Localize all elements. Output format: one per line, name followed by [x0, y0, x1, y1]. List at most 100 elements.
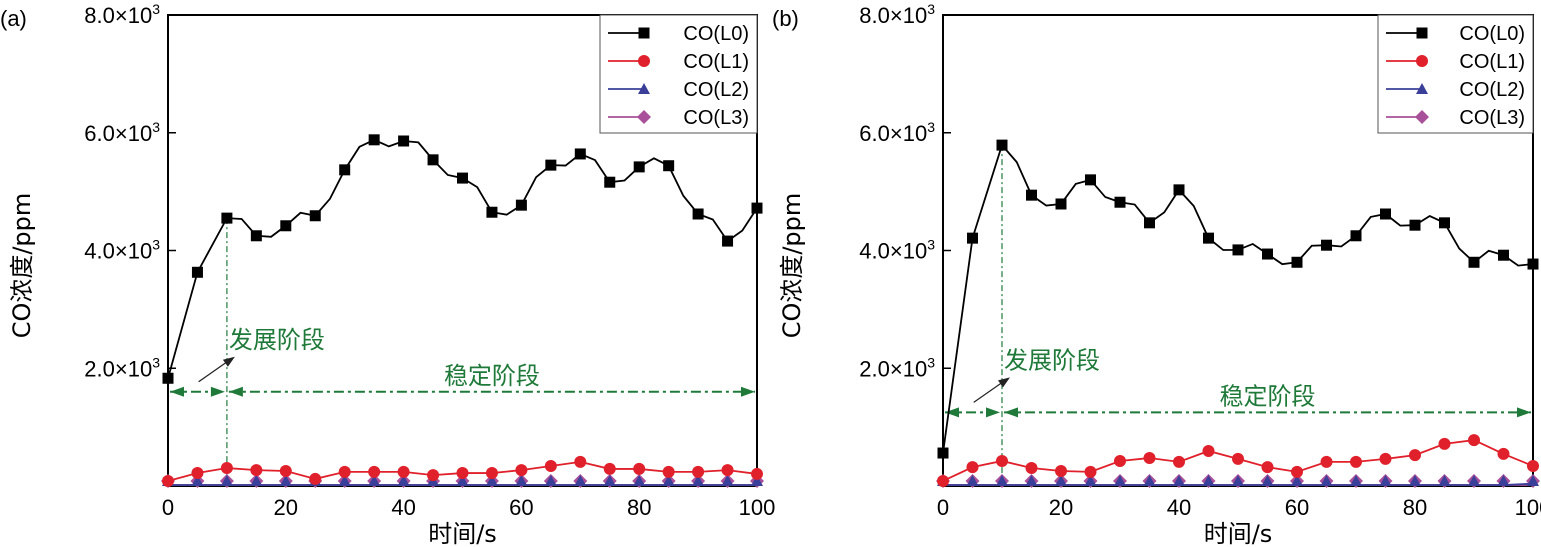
legend-label: CO(L1) [683, 51, 749, 73]
arrowhead-right-icon [741, 386, 755, 397]
y-tick-label: 2.0×103 [859, 354, 935, 381]
data-point-circle [1261, 461, 1274, 474]
data-point-square [1203, 232, 1214, 244]
data-point-triangle [456, 475, 469, 486]
data-point-triangle [1114, 475, 1126, 486]
data-point-square [1321, 239, 1332, 251]
legend: CO(L0) CO(L1) CO(L2) CO(L3) [1377, 14, 1534, 134]
data-point-triangle [250, 475, 263, 486]
x-tick-label: 80 [627, 495, 651, 520]
data-point-circle [721, 464, 734, 477]
data-point-circle [191, 467, 204, 480]
data-point-triangle [220, 475, 233, 486]
data-point-triangle [1468, 475, 1480, 486]
data-point-triangle [1084, 475, 1097, 486]
series-col0 [937, 139, 1539, 459]
data-point-square [1291, 256, 1303, 268]
data-point-triangle [1438, 475, 1451, 486]
data-point-triangle [574, 475, 587, 486]
x-axis-title: 时间/s [1204, 520, 1273, 547]
data-point-triangle [1379, 475, 1392, 486]
data-point-triangle [397, 475, 410, 486]
data-point-square [751, 202, 763, 214]
data-point-square [1173, 184, 1185, 196]
annotation-stable-stage: 稳定阶段 [1220, 382, 1316, 410]
x-tick-label: 80 [1403, 495, 1427, 520]
data-point-square [1262, 248, 1273, 260]
panel-b: (b) 2.0×103 4.0×103 6.0×103 8.0×103 0 20 40 60 80… [772, 1, 1541, 547]
legend: CO(L0) CO(L1) CO(L2) CO(L3) [599, 14, 758, 134]
data-point-triangle [721, 475, 734, 486]
data-point-square [722, 235, 734, 247]
annotation-development-stage: 发展阶段 [1004, 346, 1100, 374]
data-point-square [486, 206, 498, 218]
data-point-triangle [1527, 475, 1539, 486]
data-point-circle [544, 459, 557, 472]
legend-label: CO(L2) [683, 79, 749, 101]
x-tick-label: 0 [162, 495, 174, 520]
data-point-circle [250, 464, 263, 477]
arrowhead-left-icon [228, 386, 243, 397]
data-point-square [996, 139, 1008, 151]
data-point-circle [309, 472, 322, 485]
x-tick-label: 60 [1285, 495, 1309, 520]
data-point-circle [1114, 454, 1126, 467]
data-point-circle [1409, 449, 1421, 462]
data-point-triangle [1416, 83, 1428, 94]
data-point-circle [1527, 459, 1539, 472]
arrowhead-left-icon [945, 407, 959, 418]
data-point-circle [1320, 455, 1333, 468]
data-point-circle [279, 464, 292, 477]
data-point-circle [1350, 455, 1362, 468]
data-point-square [638, 27, 650, 39]
data-point-circle [751, 467, 763, 480]
data-point-square [280, 220, 292, 232]
data-point-square [309, 210, 321, 222]
y-tick-label: 8.0×103 [84, 1, 160, 28]
data-point-triangle [1291, 475, 1303, 486]
data-point-circle [1202, 444, 1215, 457]
data-point-circle [1438, 437, 1451, 450]
legend-label: CO(L0) [683, 23, 749, 45]
data-point-triangle [1055, 475, 1067, 486]
data-point-square [1026, 189, 1037, 201]
data-point-triangle [338, 475, 351, 486]
data-point-square [1498, 249, 1509, 261]
data-point-square [427, 154, 439, 166]
data-point-square [937, 447, 949, 459]
data-point-square [191, 266, 203, 278]
data-point-square [1232, 244, 1244, 256]
data-point-circle [1416, 55, 1428, 67]
data-point-square [162, 372, 174, 384]
y-tick-label: 2.0×103 [84, 354, 160, 381]
data-point-circle [338, 465, 351, 478]
x-tick-label: 20 [1049, 495, 1073, 520]
data-point-triangle [996, 475, 1008, 486]
series-col1 [937, 434, 1539, 487]
data-point-circle [1143, 452, 1156, 465]
data-point-triangle [1202, 475, 1215, 486]
data-point-triangle [279, 475, 292, 486]
data-point-triangle [1232, 475, 1244, 486]
arrowhead-right-icon [986, 407, 1000, 418]
data-point-circle [1232, 452, 1244, 465]
legend-label: CO(L3) [683, 107, 749, 129]
data-point-circle [662, 465, 675, 478]
data-point-square [1144, 217, 1155, 229]
annotation-development-stage: 发展阶段 [229, 326, 325, 354]
x-tick-label: 60 [509, 495, 533, 520]
data-point-circle [485, 467, 498, 480]
data-point-circle [1055, 464, 1067, 477]
arrowhead-left-icon [1004, 407, 1018, 418]
data-point-triangle [485, 475, 498, 486]
data-point-circle [427, 469, 440, 482]
annotation-stable-stage: 稳定阶段 [444, 362, 540, 390]
data-point-circle [1084, 465, 1097, 478]
data-point-triangle [1320, 475, 1333, 486]
data-point-triangle [662, 475, 675, 486]
data-point-circle [515, 464, 528, 477]
x-tick-label: 100 [1515, 495, 1541, 520]
data-point-square [250, 230, 262, 242]
data-point-square [1380, 208, 1391, 220]
